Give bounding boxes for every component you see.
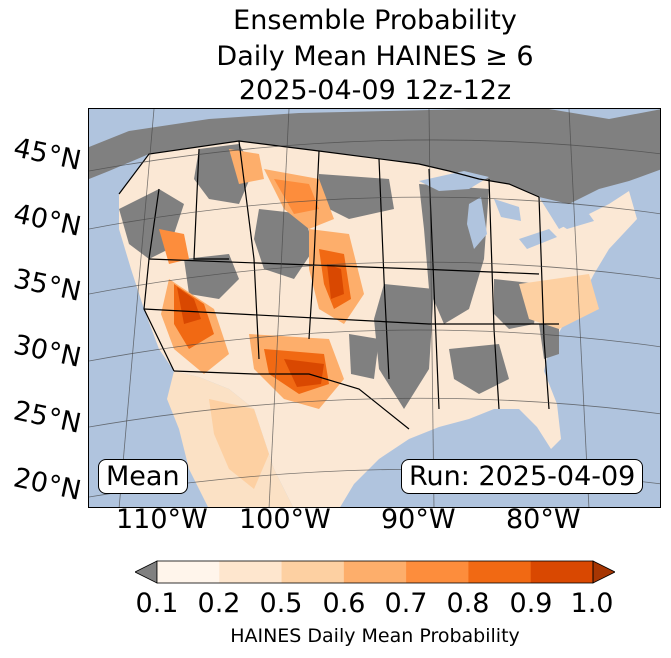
lat-label-30: 30°N	[10, 329, 84, 374]
colorbar-over-arrow	[592, 560, 615, 584]
no-data-patches	[119, 144, 559, 409]
title-line-2: Daily Mean HAINES ≥ 6	[216, 41, 534, 72]
colorbar-under-arrow	[135, 560, 158, 584]
title-line-3: 2025-04-09 12z-12z	[238, 75, 512, 106]
lon-label-100: 100°W	[239, 504, 331, 535]
lon-label-80: 80°W	[506, 504, 581, 535]
colorbar-segment	[281, 561, 345, 583]
great-lakes	[419, 171, 594, 249]
colorbar-tick-4: 0.7	[384, 588, 428, 619]
map-panel	[88, 108, 661, 508]
colorbar-label: HAINES Daily Mean Probability	[230, 625, 520, 647]
colorbar-segment	[468, 561, 532, 583]
title-line-1: Ensemble Probability	[233, 5, 517, 36]
run-date-badge: Run: 2025-04-09	[401, 459, 644, 494]
lon-label-110: 110°W	[116, 504, 208, 535]
probability-fill	[159, 149, 599, 489]
lon-label-90: 90°W	[381, 504, 456, 535]
colorbar-tick-5: 0.8	[446, 588, 490, 619]
colorbar-segment	[406, 561, 469, 583]
lat-label-40: 40°N	[10, 198, 84, 243]
colorbar-segment	[530, 561, 594, 583]
state-boundaries	[118, 140, 559, 430]
colorbar-tick-7: 1.0	[570, 588, 614, 619]
colorbar-tick-3: 0.6	[322, 588, 366, 619]
lat-label-45: 45°N	[10, 132, 84, 177]
colorbar-tick-1: 0.2	[197, 588, 241, 619]
statistic-badge: Mean	[98, 459, 188, 494]
colorbar-tick-0: 0.1	[135, 588, 179, 619]
colorbar-frame	[156, 560, 594, 584]
colorbar-tick-2: 0.5	[259, 588, 303, 619]
colorbar-segment	[343, 561, 407, 583]
colorbar-segment	[219, 561, 283, 583]
lat-label-25: 25°N	[10, 395, 84, 440]
lat-label-35: 35°N	[10, 263, 84, 308]
colorbar-segment	[157, 561, 220, 583]
lat-label-20: 20°N	[10, 462, 84, 507]
colorbar	[135, 560, 615, 584]
colorbar-tick-6: 0.9	[509, 588, 553, 619]
canada-land	[89, 109, 660, 204]
map-svg	[89, 109, 660, 507]
